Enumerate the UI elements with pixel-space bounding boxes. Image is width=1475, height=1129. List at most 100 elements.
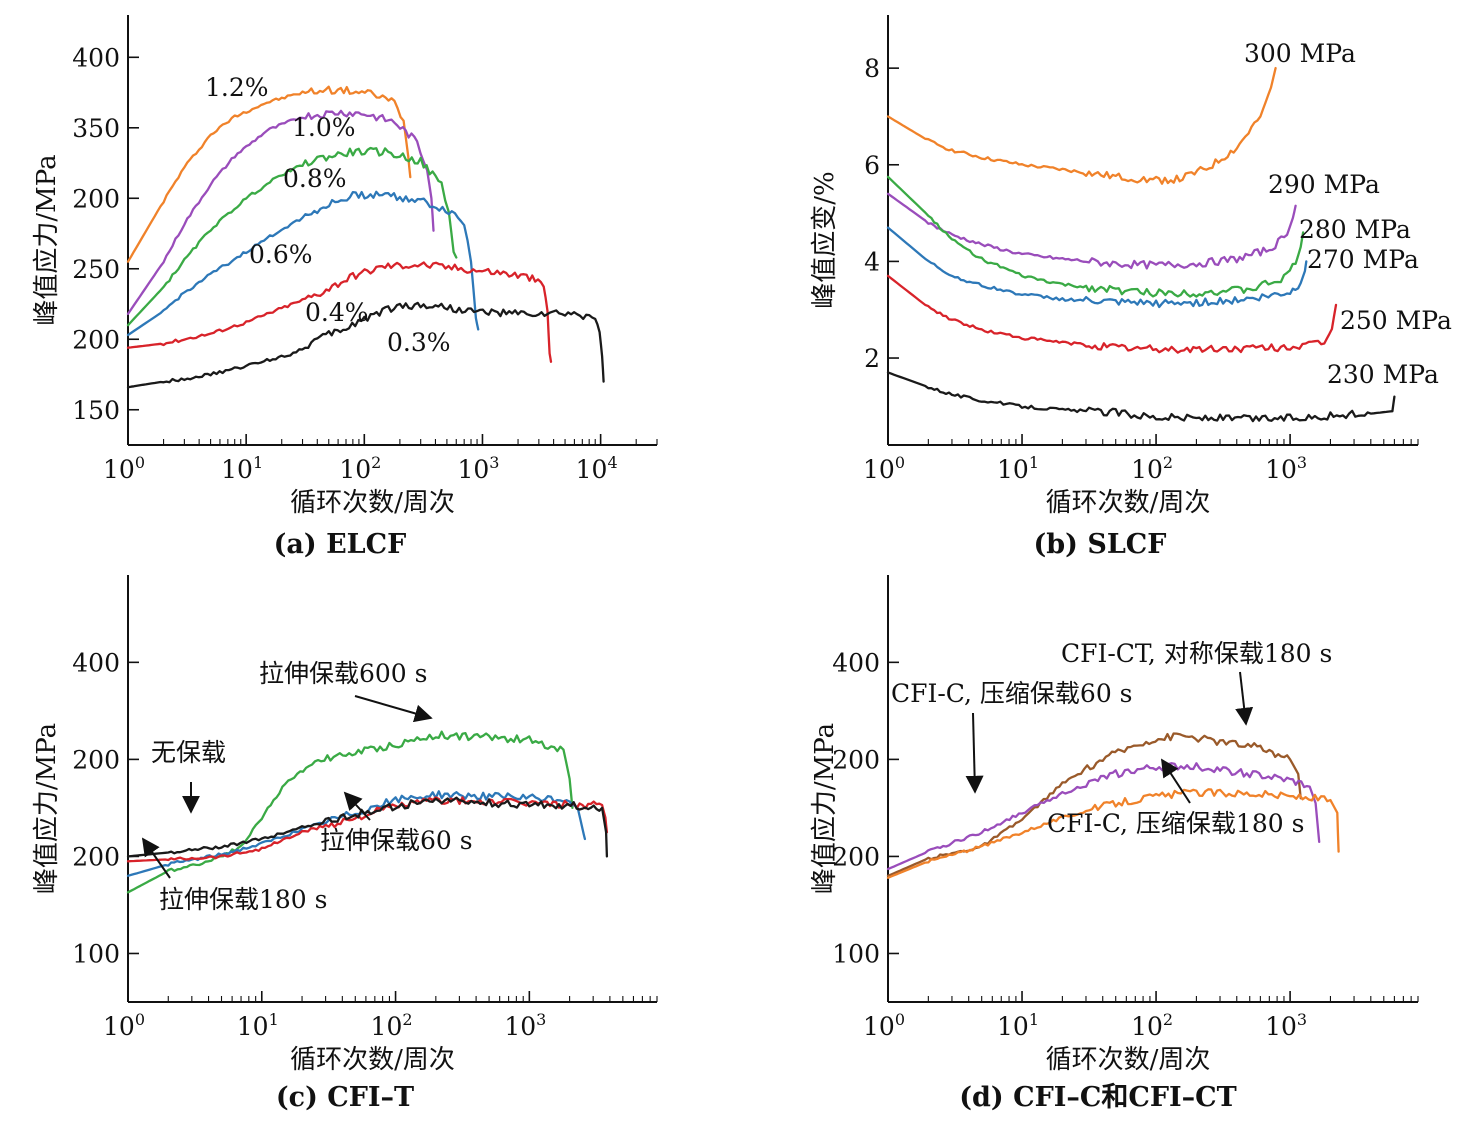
y-tick-label: 8 — [864, 54, 880, 83]
y-tick-label: 6 — [864, 151, 880, 180]
x-tick-label: 102 — [371, 1010, 413, 1041]
series-line — [126, 146, 458, 327]
series-label: 0.6% — [249, 240, 313, 269]
series-label: CFI-C, 压缩保载180 s — [1047, 809, 1304, 838]
x-tick-label: 100 — [103, 1010, 145, 1041]
y-tick-label: 200 — [72, 325, 120, 354]
panel-caption: (a) ELCF — [274, 529, 407, 560]
y-axis-title: 峰值应力/MPa — [32, 723, 62, 894]
panel-caption: (b) SLCF — [1034, 529, 1167, 560]
series-label: 230 MPa — [1327, 360, 1439, 389]
x-tick-label: 103 — [504, 1010, 546, 1041]
series-line — [886, 274, 1338, 354]
y-tick-label: 400 — [72, 43, 120, 72]
series-line — [886, 371, 1396, 423]
x-tick-exponent: 2 — [1163, 1010, 1173, 1029]
series-label: 1.2% — [205, 73, 269, 102]
x-tick-label: 102 — [1131, 1010, 1173, 1041]
y-tick-label: 200 — [72, 842, 120, 871]
x-tick-exponent: 3 — [1297, 1010, 1307, 1029]
series-label: 250 MPa — [1340, 306, 1452, 335]
series-line — [126, 261, 553, 363]
series-label: CFI-C, 压缩保载60 s — [891, 679, 1133, 708]
y-tick-label: 200 — [72, 184, 120, 213]
y-tick-label: 350 — [72, 114, 120, 143]
series-label: 拉伸保载60 s — [320, 826, 473, 855]
x-axis-title: 循环次数/周次 — [290, 1045, 455, 1075]
x-axis-title: 循环次数/周次 — [290, 488, 455, 518]
x-tick-label: 101 — [997, 1010, 1039, 1041]
series-line — [126, 190, 480, 337]
x-tick-label: 100 — [103, 453, 145, 484]
y-tick-label: 4 — [864, 247, 880, 276]
series-line — [126, 301, 605, 389]
x-tick-exponent: 1 — [269, 1010, 279, 1029]
series-label: 拉伸保载600 s — [259, 659, 428, 688]
series-label: 270 MPa — [1307, 245, 1419, 274]
x-tick-label: 104 — [576, 453, 618, 484]
annotation-arrow — [1161, 758, 1191, 804]
x-tick-exponent: 3 — [1297, 453, 1307, 472]
x-tick-exponent: 0 — [135, 1010, 145, 1029]
y-tick-label: 2 — [864, 344, 880, 373]
series-line — [126, 796, 609, 858]
series-label: 300 MPa — [1244, 39, 1356, 68]
series-label: 290 MPa — [1268, 170, 1380, 199]
x-tick-label: 100 — [863, 1010, 905, 1041]
x-tick-label: 103 — [457, 453, 499, 484]
series-label: 0.3% — [387, 328, 451, 357]
annotation-arrow — [1235, 671, 1254, 726]
x-tick-exponent: 1 — [253, 453, 263, 472]
y-tick-label: 200 — [832, 842, 880, 871]
x-tick-exponent: 0 — [895, 1010, 905, 1029]
series-label: CFI-CT, 对称保载180 s — [1061, 639, 1332, 668]
panel-d: 100 101 102 103100200200400循环次数/周次峰值应力/MPaC… — [810, 575, 1419, 1113]
panel-a: 100 101 102 103 104150200250200350400循环次数/周次… — [32, 15, 658, 560]
x-axis-title: 循环次数/周次 — [1046, 488, 1211, 518]
x-tick-exponent: 2 — [371, 453, 381, 472]
y-tick-label: 250 — [72, 255, 120, 284]
series-line — [886, 226, 1308, 309]
panel-caption: (c) CFI–T — [276, 1082, 414, 1113]
x-tick-label: 103 — [1265, 453, 1307, 484]
x-tick-exponent: 2 — [1163, 453, 1173, 472]
y-tick-label: 400 — [72, 648, 120, 677]
y-tick-label: 100 — [72, 939, 120, 968]
series-line — [126, 109, 435, 316]
y-tick-label: 400 — [832, 648, 880, 677]
series-label: 0.8% — [283, 164, 347, 193]
panel-caption: (d) CFI–C和CFI–CT — [959, 1082, 1236, 1113]
y-axis-title: 峰值应变/% — [810, 171, 840, 308]
series-label: 280 MPa — [1299, 215, 1411, 244]
x-tick-label: 101 — [237, 1010, 279, 1041]
x-tick-exponent: 4 — [607, 453, 617, 472]
series-line — [886, 66, 1277, 185]
x-tick-label: 103 — [1265, 1010, 1307, 1041]
x-axis-title: 循环次数/周次 — [1046, 1045, 1211, 1075]
y-tick-label: 200 — [832, 745, 880, 774]
y-tick-label: 200 — [72, 745, 120, 774]
x-tick-exponent: 1 — [1029, 1010, 1039, 1029]
series-line — [126, 730, 574, 894]
x-tick-exponent: 1 — [1029, 453, 1039, 472]
series-line — [886, 762, 1321, 871]
x-tick-exponent: 3 — [536, 1010, 546, 1029]
x-tick-label: 101 — [221, 453, 263, 484]
annotation-arrow — [141, 837, 171, 879]
annotation-arrow — [965, 712, 984, 794]
x-tick-exponent: 3 — [489, 453, 499, 472]
y-tick-label: 100 — [832, 939, 880, 968]
series-label: 拉伸保载180 s — [159, 885, 328, 914]
y-axis-title: 峰值应力/MPa — [810, 723, 840, 894]
x-tick-label: 102 — [339, 453, 381, 484]
series-label: 1.0% — [292, 113, 356, 142]
x-tick-label: 102 — [1131, 453, 1173, 484]
x-tick-label: 101 — [997, 453, 1039, 484]
y-axis-title: 峰值应力/MPa — [32, 154, 62, 325]
series-line — [886, 175, 1305, 298]
x-tick-exponent: 0 — [895, 453, 905, 472]
x-tick-label: 100 — [863, 453, 905, 484]
